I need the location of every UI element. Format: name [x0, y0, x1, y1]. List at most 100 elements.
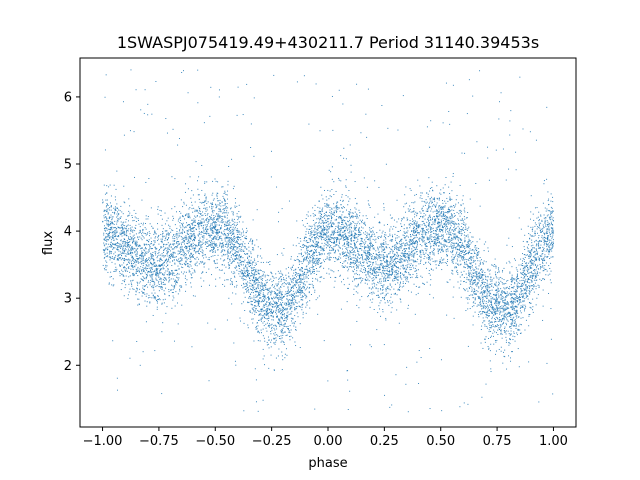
data-point	[527, 270, 529, 272]
data-point	[345, 251, 347, 253]
data-point	[253, 274, 255, 276]
data-point	[264, 283, 266, 285]
data-point	[362, 261, 364, 263]
data-point	[485, 316, 487, 318]
data-point	[491, 302, 492, 304]
data-point	[219, 208, 221, 210]
data-point	[324, 189, 325, 191]
data-point	[217, 214, 219, 216]
data-point	[168, 271, 170, 273]
data-point	[143, 112, 145, 114]
data-point	[203, 230, 205, 232]
data-point	[157, 213, 159, 215]
data-point	[543, 259, 545, 261]
data-point	[472, 241, 474, 243]
data-point	[401, 252, 403, 254]
data-point	[182, 226, 184, 228]
data-point	[181, 263, 183, 265]
data-point	[425, 210, 427, 212]
data-point	[548, 232, 550, 234]
data-point	[217, 204, 219, 206]
data-point	[380, 282, 382, 284]
data-point	[439, 260, 441, 262]
data-point	[189, 215, 191, 217]
data-point	[264, 288, 266, 290]
data-point	[546, 232, 548, 234]
data-point	[460, 238, 462, 240]
data-point	[549, 233, 551, 235]
data-point	[218, 237, 220, 239]
data-point	[214, 236, 216, 238]
data-point	[462, 203, 464, 205]
data-point	[461, 246, 463, 248]
data-point	[288, 331, 290, 333]
data-point	[198, 249, 200, 251]
data-point	[267, 325, 269, 327]
data-point	[357, 267, 359, 269]
data-point	[366, 263, 368, 265]
data-point	[341, 219, 343, 221]
data-point	[326, 256, 328, 258]
data-point	[342, 222, 344, 224]
data-point	[234, 252, 236, 254]
data-point	[402, 282, 404, 284]
data-point	[342, 239, 344, 241]
data-point	[175, 280, 177, 282]
data-point	[338, 207, 340, 209]
data-point	[116, 219, 118, 221]
data-point	[285, 320, 287, 322]
data-point	[476, 284, 478, 286]
data-point	[373, 271, 375, 273]
data-point	[298, 281, 300, 283]
data-point	[487, 314, 489, 316]
data-point	[447, 208, 449, 210]
data-point	[153, 260, 155, 262]
data-point	[312, 241, 314, 243]
data-point	[448, 230, 450, 232]
data-point	[506, 302, 508, 304]
data-point	[528, 244, 530, 246]
data-point	[549, 268, 551, 270]
data-point	[510, 284, 512, 286]
data-point	[244, 237, 246, 239]
data-point	[190, 265, 192, 267]
data-point	[200, 277, 202, 279]
data-point	[259, 291, 261, 293]
data-point	[434, 218, 436, 220]
data-point	[355, 208, 357, 210]
data-point	[364, 223, 366, 225]
data-point	[464, 224, 466, 226]
data-point	[327, 206, 329, 208]
data-point	[502, 323, 504, 325]
data-point	[256, 273, 258, 275]
data-point	[213, 215, 215, 217]
data-point	[148, 235, 150, 237]
data-point	[171, 270, 173, 272]
data-point	[224, 244, 226, 246]
data-point	[207, 219, 209, 221]
data-point	[267, 343, 269, 345]
data-point	[489, 324, 491, 326]
data-point	[454, 255, 456, 257]
data-point	[265, 323, 267, 325]
data-point	[344, 242, 346, 244]
data-point	[166, 252, 168, 254]
data-point	[251, 269, 253, 271]
data-point	[482, 263, 484, 265]
data-point	[217, 239, 219, 241]
data-point	[416, 248, 418, 250]
data-point	[160, 265, 162, 267]
data-point	[326, 229, 328, 231]
data-point	[148, 231, 150, 233]
data-point	[359, 243, 361, 245]
data-point	[292, 298, 294, 300]
data-point	[536, 276, 538, 278]
data-point	[373, 274, 375, 276]
data-point	[301, 267, 303, 269]
data-point	[345, 253, 347, 255]
data-point	[342, 245, 344, 247]
data-point	[345, 185, 347, 187]
data-point	[280, 321, 282, 323]
data-point	[176, 280, 178, 282]
data-point	[480, 259, 482, 261]
